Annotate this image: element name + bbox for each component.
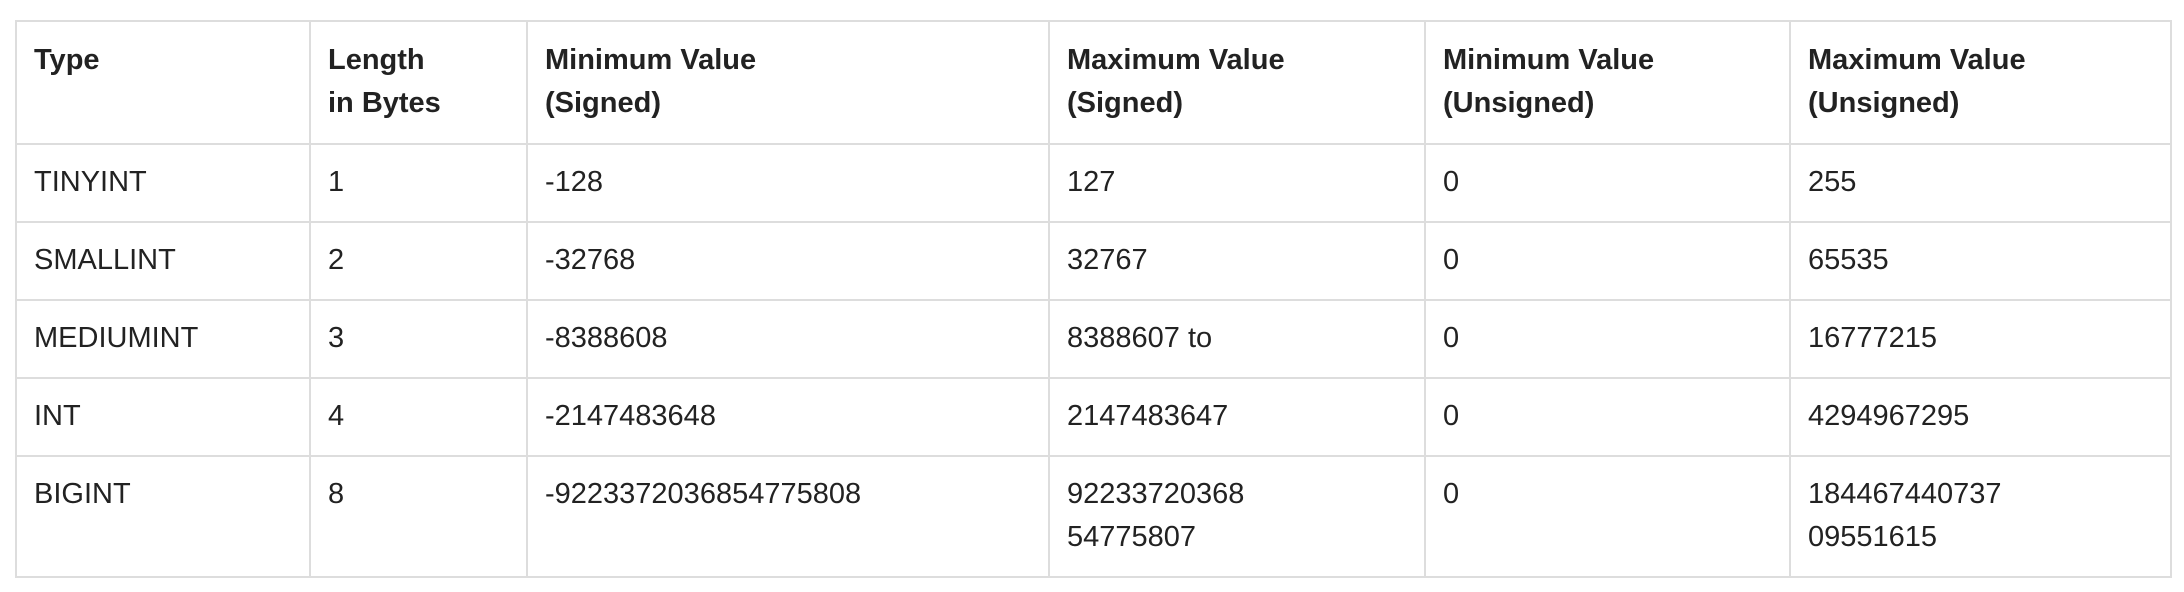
cell-text: -32768 <box>545 244 636 276</box>
cell-text: 255 <box>1808 166 1857 198</box>
cell-max-signed: 32767 <box>1048 221 1426 301</box>
integer-types-table-wrapper: Type Length in Bytes Minimum Value (Signed… <box>15 20 2172 578</box>
cell-length: 8 <box>309 455 528 578</box>
cell-max-unsigned: 16777215 <box>1789 299 2172 379</box>
cell-type: INT <box>15 377 311 457</box>
cell-min-unsigned: 0 <box>1424 299 1791 379</box>
header-min-unsigned: Minimum Value (Unsigned) <box>1424 20 1791 145</box>
cell-text: 16777215 <box>1808 322 1938 354</box>
header-type-label: Type <box>34 44 100 76</box>
cell-text: TINYINT <box>34 166 147 198</box>
cell-text: 32767 <box>1067 244 1148 276</box>
header-line-2: (Signed) <box>545 87 661 119</box>
cell-text: -128 <box>545 166 604 198</box>
cell-text: 65535 <box>1808 244 1889 276</box>
table-row-tinyint: TINYINT 1 -128 127 0 255 <box>15 143 2172 223</box>
cell-min-unsigned: 0 <box>1424 221 1791 301</box>
cell-text: 0 <box>1443 322 1460 354</box>
cell-length: 4 <box>309 377 528 457</box>
cell-text: 127 <box>1067 166 1116 198</box>
cell-max-signed: 2147483647 <box>1048 377 1426 457</box>
cell-max-signed: 8388607 to <box>1048 299 1426 379</box>
cell-min-unsigned: 0 <box>1424 143 1791 223</box>
header-length-in-bytes: Length in Bytes <box>309 20 528 145</box>
cell-text: INT <box>34 400 81 432</box>
cell-max-unsigned: 4294967295 <box>1789 377 2172 457</box>
cell-text: 2147483647 <box>1067 400 1229 432</box>
cell-max-signed: 127 <box>1048 143 1426 223</box>
table-row-bigint: BIGINT 8 -9223372036854775808 9223372036… <box>15 455 2172 578</box>
cell-length: 1 <box>309 143 528 223</box>
cell-text: BIGINT <box>34 478 131 510</box>
cell-max-signed: 92233720368 54775807 <box>1048 455 1426 578</box>
cell-text: 3 <box>328 322 345 354</box>
cell-text-line-2: 54775807 <box>1067 521 1197 553</box>
cell-max-unsigned: 65535 <box>1789 221 2172 301</box>
cell-text: MEDIUMINT <box>34 322 199 354</box>
cell-text-line-1: 92233720368 <box>1067 478 1245 510</box>
cell-text: SMALLINT <box>34 244 176 276</box>
cell-text: -2147483648 <box>545 400 716 432</box>
header-line-2: (Signed) <box>1067 87 1183 119</box>
cell-text: 8 <box>328 478 345 510</box>
cell-text: 0 <box>1443 166 1460 198</box>
table-row-int: INT 4 -2147483648 2147483647 0 429496729… <box>15 377 2172 457</box>
header-max-signed: Maximum Value (Signed) <box>1048 20 1426 145</box>
cell-max-unsigned: 255 <box>1789 143 2172 223</box>
cell-text: 0 <box>1443 478 1460 510</box>
cell-length: 2 <box>309 221 528 301</box>
header-type: Type <box>15 20 311 145</box>
cell-type: MEDIUMINT <box>15 299 311 379</box>
header-min-signed: Minimum Value (Signed) <box>526 20 1050 145</box>
cell-min-signed: -32768 <box>526 221 1050 301</box>
cell-min-signed: -8388608 <box>526 299 1050 379</box>
header-line-1: Maximum Value <box>1808 44 2026 76</box>
header-line-2: (Unsigned) <box>1443 87 1595 119</box>
integer-types-table: Type Length in Bytes Minimum Value (Signed… <box>15 20 2172 578</box>
cell-min-signed: -128 <box>526 143 1050 223</box>
header-line-2: (Unsigned) <box>1808 87 1960 119</box>
cell-text: 4294967295 <box>1808 400 1970 432</box>
cell-max-unsigned: 184467440737 09551615 <box>1789 455 2172 578</box>
table-row-mediumint: MEDIUMINT 3 -8388608 8388607 to 0 167772… <box>15 299 2172 379</box>
cell-text: 2 <box>328 244 345 276</box>
cell-text: -9223372036854775808 <box>545 478 862 510</box>
cell-text: 1 <box>328 166 345 198</box>
cell-text: -8388608 <box>545 322 668 354</box>
header-line-2: in Bytes <box>328 87 441 119</box>
cell-min-unsigned: 0 <box>1424 455 1791 578</box>
cell-text-line-2: 09551615 <box>1808 521 1938 553</box>
cell-type: TINYINT <box>15 143 311 223</box>
cell-length: 3 <box>309 299 528 379</box>
cell-min-signed: -2147483648 <box>526 377 1050 457</box>
cell-text: 8388607 to <box>1067 322 1213 354</box>
cell-text: 4 <box>328 400 345 432</box>
cell-text-line-1: 184467440737 <box>1808 478 2002 510</box>
header-line-1: Minimum Value <box>1443 44 1655 76</box>
header-line-1: Minimum Value <box>545 44 757 76</box>
cell-type: SMALLINT <box>15 221 311 301</box>
cell-min-unsigned: 0 <box>1424 377 1791 457</box>
cell-text: 0 <box>1443 400 1460 432</box>
header-line-1: Length <box>328 44 425 76</box>
table-row-smallint: SMALLINT 2 -32768 32767 0 65535 <box>15 221 2172 301</box>
cell-text: 0 <box>1443 244 1460 276</box>
table-header-row: Type Length in Bytes Minimum Value (Signed… <box>15 20 2172 145</box>
header-line-1: Maximum Value <box>1067 44 1285 76</box>
header-max-unsigned: Maximum Value (Unsigned) <box>1789 20 2172 145</box>
cell-type: BIGINT <box>15 455 311 578</box>
cell-min-signed: -9223372036854775808 <box>526 455 1050 578</box>
